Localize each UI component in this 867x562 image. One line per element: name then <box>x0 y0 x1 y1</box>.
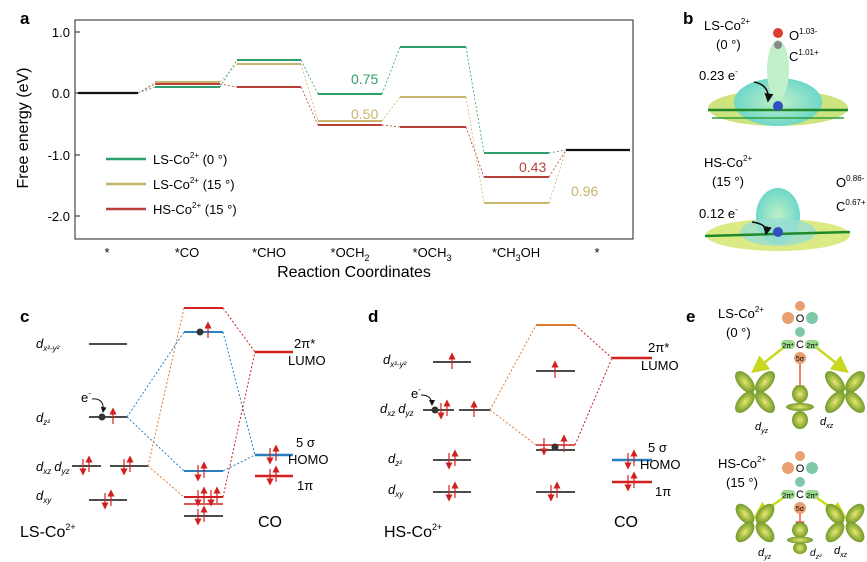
svg-text:e-: e- <box>411 385 421 401</box>
svg-text:LS-Co2+: LS-Co2+ <box>718 305 764 321</box>
svg-text:1π: 1π <box>655 484 671 499</box>
charge-density-ls: LS-Co2+ (0 °) O1.03- C1.01+ 0.23 e- <box>699 17 848 126</box>
svg-text:dx²-y²: dx²-y² <box>383 352 407 369</box>
svg-text:CO: CO <box>614 514 638 531</box>
svg-text:dxz: dxz <box>820 416 834 430</box>
y-tick-label: -2.0 <box>48 209 70 224</box>
panel-b: b LS-Co2+ (0 °) O1.03- C1.01+ 0.23 e- HS… <box>683 9 866 251</box>
svg-text:(15 °): (15 °) <box>712 174 744 189</box>
x-tick-label: * <box>104 245 109 260</box>
profile-ls-0 <box>137 46 567 154</box>
panel-letter-e: e <box>686 307 695 326</box>
x-tick-label: *CH3OH <box>492 245 540 263</box>
legend-entry: LS-Co2+ (0 °) <box>153 151 227 167</box>
x-tick-label: *CHO <box>252 245 286 260</box>
x-tick-label: *OCH2 <box>331 245 370 263</box>
charge-density-hs: HS-Co2+ (15 °) O0.86- C0.67+ 0.12 e- <box>699 154 866 251</box>
svg-text:2π*: 2π* <box>782 493 794 500</box>
svg-text:1π: 1π <box>297 478 313 493</box>
legend-entry: HS-Co2+ (15 °) <box>153 201 237 217</box>
svg-text:(0 °): (0 °) <box>716 37 741 52</box>
energy-profiles <box>78 46 630 204</box>
svg-text:5 σ: 5 σ <box>296 435 315 450</box>
barrier-label-red: 0.43 <box>519 159 546 175</box>
svg-text:HOMO: HOMO <box>288 452 328 467</box>
svg-text:dx²-y²: dx²-y² <box>36 336 60 353</box>
svg-text:HS-Co2+: HS-Co2+ <box>718 455 766 471</box>
panel-c: c dx²-y² dz² dxz dyz dxy e- <box>20 307 328 541</box>
mo-diagram-ls: O 2π* C 2π* 5σ <box>735 301 865 435</box>
svg-text:(15 °): (15 °) <box>726 475 758 490</box>
transferred-electron <box>98 413 106 421</box>
svg-text:0.23 e-: 0.23 e- <box>699 67 738 83</box>
x-tick-label: *CO <box>175 245 200 260</box>
svg-text:O: O <box>796 463 805 475</box>
barrier-label-tan: 0.50 <box>351 106 378 122</box>
electron-arrows <box>79 407 134 510</box>
legend-entry: LS-Co2+ (15 °) <box>153 176 235 192</box>
svg-text:dz²: dz² <box>36 410 50 427</box>
svg-text:dyz: dyz <box>758 547 772 561</box>
svg-text:5σ: 5σ <box>796 356 805 363</box>
svg-text:HOMO: HOMO <box>640 457 680 472</box>
panel-letter-b: b <box>683 9 693 28</box>
svg-text:LUMO: LUMO <box>641 358 679 373</box>
svg-text:C1.01+: C1.01+ <box>789 48 819 64</box>
legend: LS-Co2+ (0 °) LS-Co2+ (15 °) HS-Co2+ (15… <box>106 151 237 217</box>
y-tick-label: 0.0 <box>52 86 70 101</box>
profile-hs-15 <box>137 83 567 178</box>
profile-ls-15 <box>137 63 567 204</box>
svg-text:C: C <box>796 489 804 501</box>
barrier-label-green: 0.75 <box>351 71 378 87</box>
y-axis-label: Free energy (eV) <box>15 68 32 189</box>
svg-text:dxz: dxz <box>834 545 848 559</box>
x-tick-label: *OCH3 <box>413 245 452 263</box>
svg-text:LS-Co2+: LS-Co2+ <box>704 17 750 33</box>
svg-text:dyz: dyz <box>755 421 769 435</box>
svg-text:2π*: 2π* <box>806 493 818 500</box>
svg-text:5 σ: 5 σ <box>648 440 667 455</box>
svg-text:HS-Co2+: HS-Co2+ <box>704 154 752 170</box>
svg-text:dz²: dz² <box>388 451 402 468</box>
x-axis: * *CO *CHO *OCH2 *OCH3 *CH3OH * Reaction… <box>104 245 599 281</box>
svg-text:dz²: dz² <box>810 548 822 561</box>
svg-text:0.12 e-: 0.12 e- <box>699 205 738 221</box>
svg-text:2π*: 2π* <box>648 340 669 355</box>
y-tick-label: -1.0 <box>48 148 70 163</box>
panel-d: d dx²-y² dxz dyz dz² dxy e- <box>368 307 680 541</box>
svg-text:dxy: dxy <box>36 488 52 505</box>
svg-text:2π*: 2π* <box>806 343 818 350</box>
svg-text:(0 °): (0 °) <box>726 325 751 340</box>
svg-text:C0.67+: C0.67+ <box>836 198 866 214</box>
x-tick-label: * <box>594 245 599 260</box>
panel-letter-a: a <box>20 9 30 28</box>
svg-text:CO: CO <box>258 514 282 531</box>
svg-text:2π*: 2π* <box>782 343 794 350</box>
svg-text:O: O <box>796 313 805 325</box>
panel-a: a 1.0 0.0 -1.0 -2.0 Free energy (eV) * *… <box>15 9 634 281</box>
panel-letter-c: c <box>20 307 29 326</box>
svg-text:O1.03-: O1.03- <box>789 27 818 43</box>
svg-text:LS-Co2+: LS-Co2+ <box>20 522 76 541</box>
plot-frame <box>74 19 634 240</box>
barrier-label-tan2: 0.96 <box>571 183 598 199</box>
svg-text:2π*: 2π* <box>294 336 315 351</box>
svg-text:5σ: 5σ <box>796 506 805 513</box>
panel-e: e LS-Co2+ (0 °) O 2π* C 2π* 5σ <box>686 301 865 561</box>
svg-text:O0.86-: O0.86- <box>836 174 865 190</box>
y-tick-label: 1.0 <box>52 25 70 40</box>
svg-text:C: C <box>796 339 804 351</box>
x-axis-label: Reaction Coordinates <box>277 264 431 281</box>
mo-diagram-hs: O 2π* C 2π* 5σ <box>735 451 865 561</box>
svg-text:e-: e- <box>81 389 91 405</box>
svg-text:dxy: dxy <box>388 482 404 499</box>
y-axis: 1.0 0.0 -1.0 -2.0 Free energy (eV) <box>15 25 80 224</box>
panel-letter-d: d <box>368 307 378 326</box>
svg-text:HS-Co2+: HS-Co2+ <box>384 522 442 541</box>
svg-text:LUMO: LUMO <box>288 353 326 368</box>
